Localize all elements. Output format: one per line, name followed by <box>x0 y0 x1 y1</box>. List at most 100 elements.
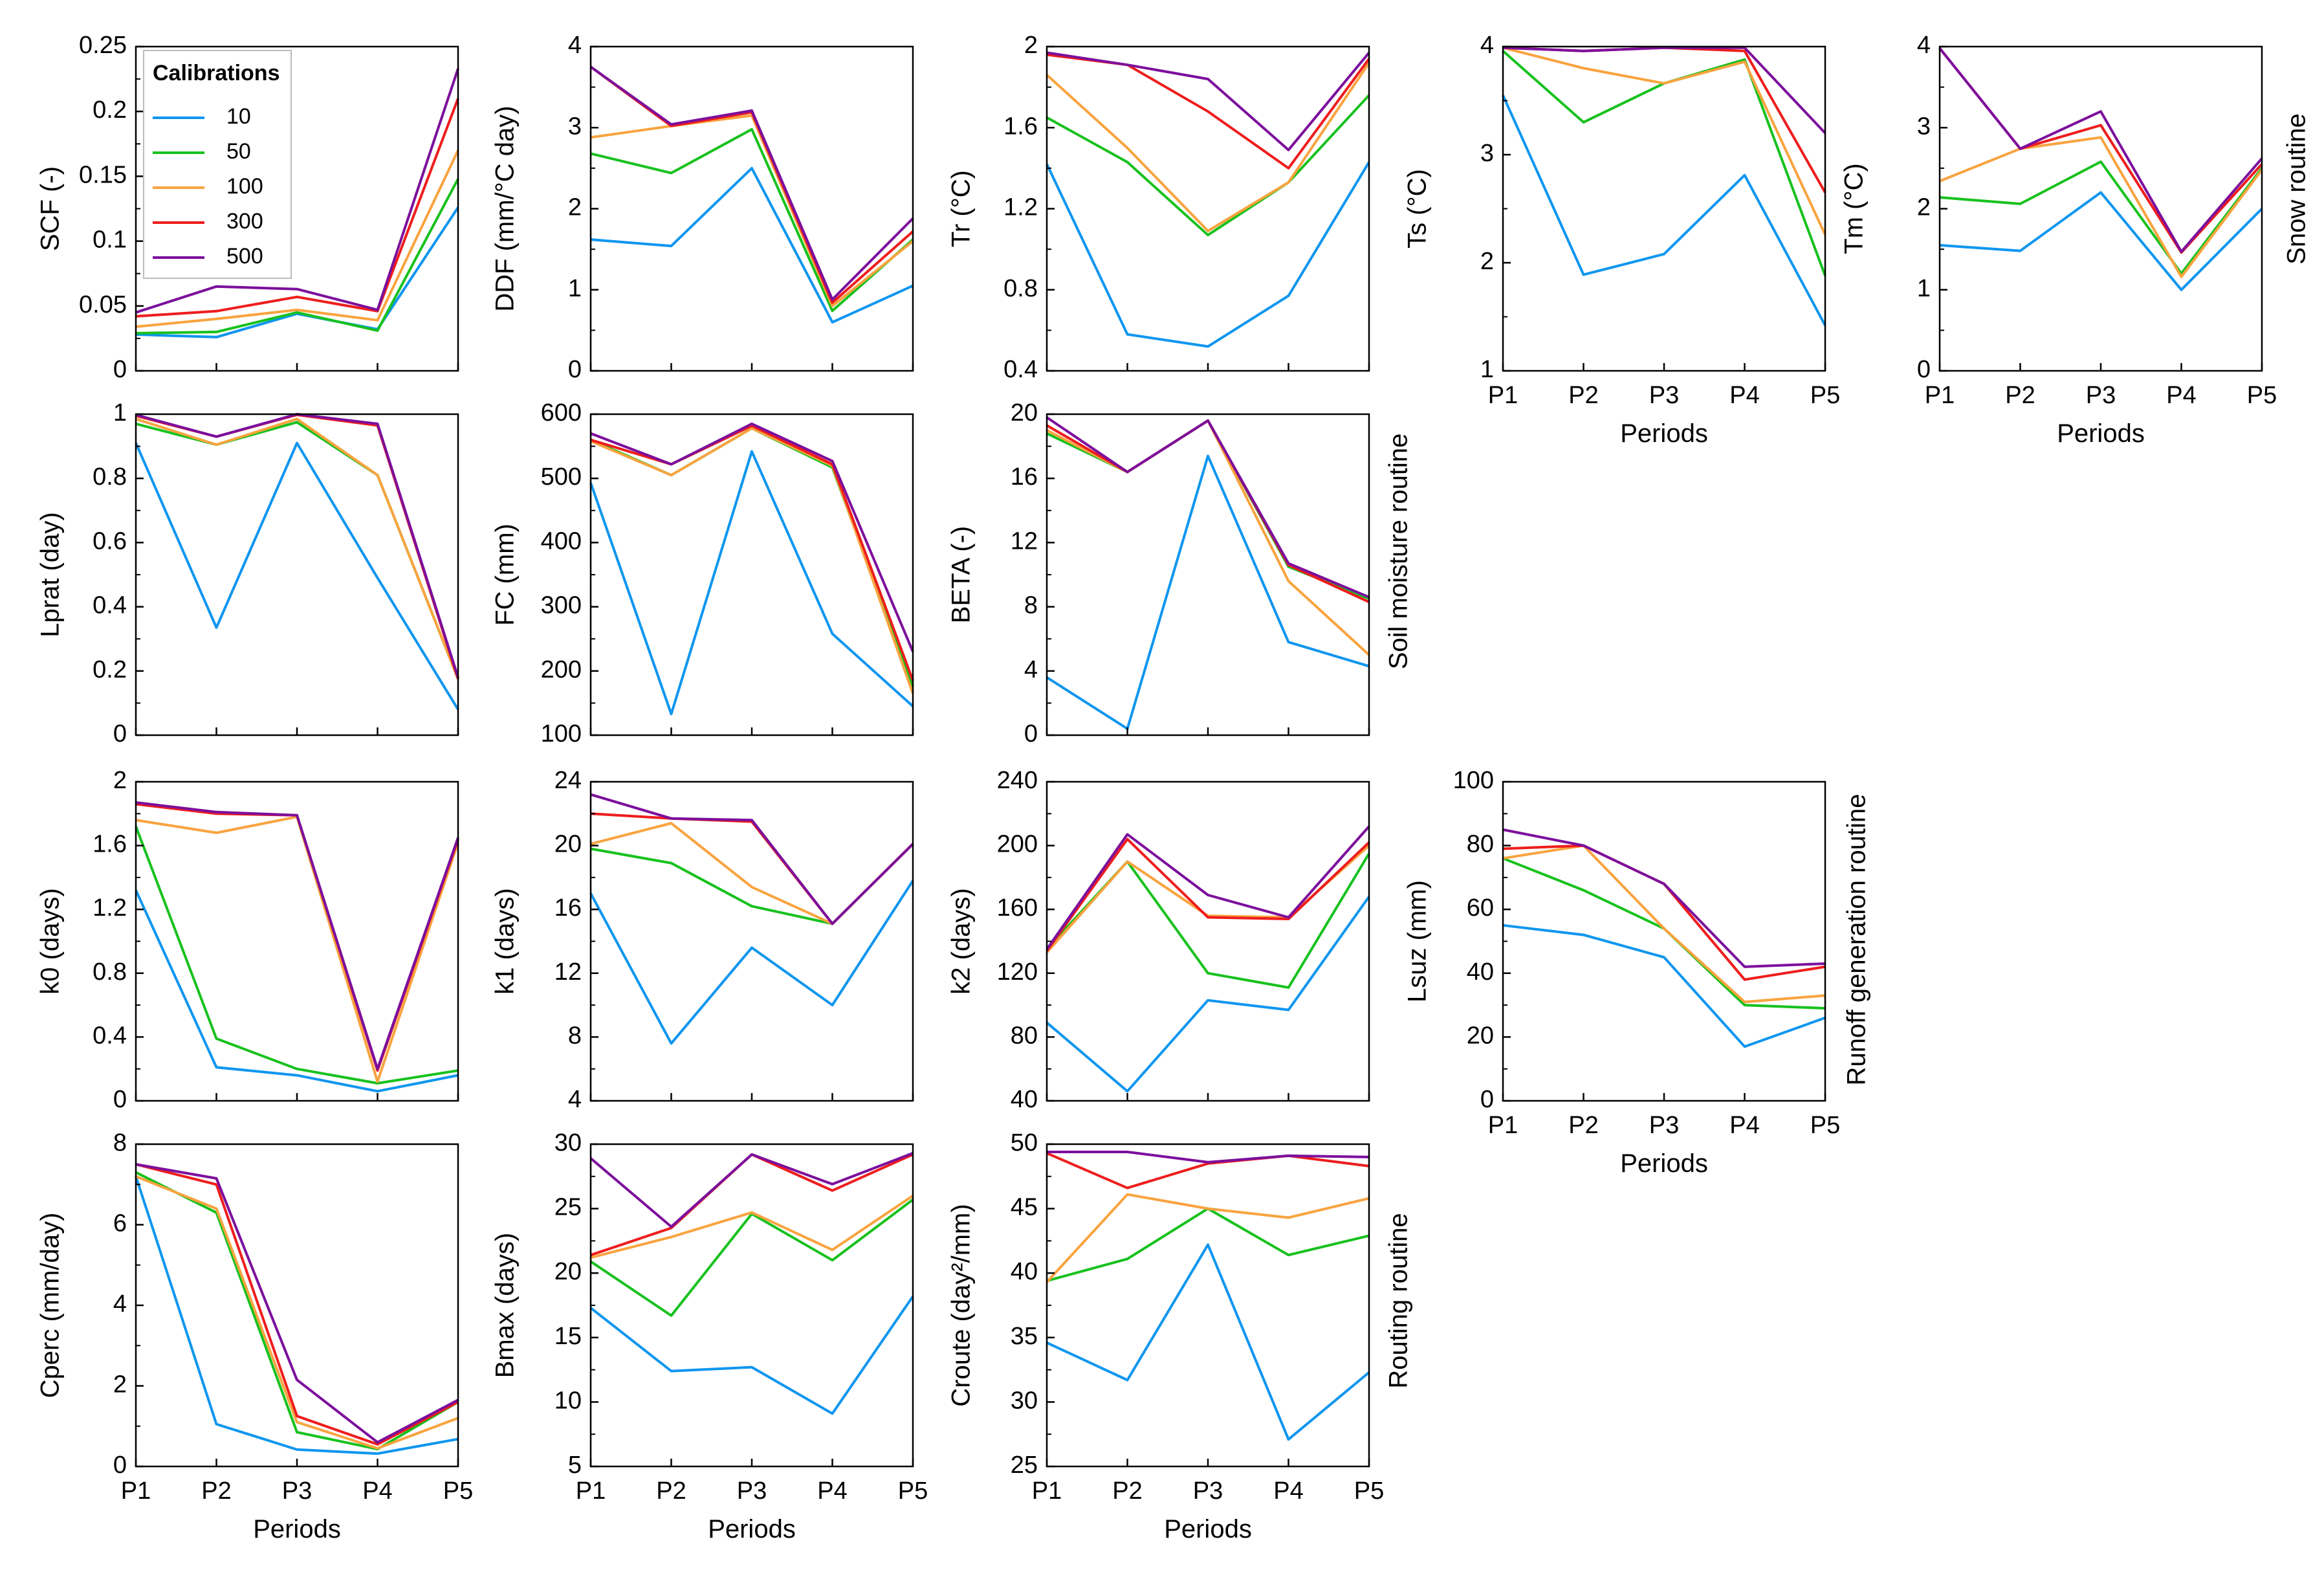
croute-series-100 <box>1046 1193 1370 1283</box>
ddf-series-100 <box>590 114 914 307</box>
routine-label-snow: Snow routine <box>2283 113 2311 264</box>
bmax-ytick-label: 5 <box>568 1452 582 1479</box>
cperc-xlabel: Periods <box>253 1515 341 1543</box>
panel-lsuz: 0 20 40 60 80 100 P1 P2 P3 P4 P5 Periods Lsuz (mm) <box>1403 767 1841 1178</box>
ddf-ytick-label: 0 <box>568 356 582 383</box>
cperc-ytick-label: 2 <box>113 1371 127 1399</box>
croute-xtick-label: P4 <box>1273 1477 1303 1505</box>
tm-xlabel: Periods <box>2057 419 2145 448</box>
k0-series-300 <box>135 802 459 1072</box>
lsuz-series-100 <box>1502 844 1826 1004</box>
scf-ylabel: SCF (-) <box>36 166 65 251</box>
fc-series-500 <box>590 422 914 652</box>
legend-label-500: 500 <box>226 244 263 269</box>
panel-bmax: 5 10 15 20 25 30 P1 P2 P3 P4 P5 Periods Bmax (days) <box>491 1129 928 1543</box>
beta-frame <box>1046 413 1370 736</box>
ts-xtick-label: P3 <box>1649 382 1679 409</box>
ts-ytick-label: 2 <box>1480 248 1494 275</box>
panel-k0: 0 0.4 0.8 1.2 1.6 2 k0 (days) <box>36 767 459 1113</box>
bmax-xtick-label: P1 <box>576 1477 606 1505</box>
ts-xtick-label: P5 <box>1810 382 1840 409</box>
cperc-ylabel: Cperc (mm/day) <box>36 1213 65 1399</box>
fc-ytick-label: 300 <box>541 592 582 619</box>
lprat-series-10 <box>135 441 459 711</box>
beta-ytick-label: 4 <box>1024 656 1038 683</box>
lprat-ytick-label: 0 <box>113 720 127 747</box>
fc-ytick-label: 400 <box>541 527 582 555</box>
fc-ylabel: FC (mm) <box>491 524 520 626</box>
tr-series-10 <box>1046 161 1370 348</box>
croute-ytick-label: 45 <box>1011 1194 1038 1221</box>
panel-fc: 100 200 300 400 500 600 FC (mm) <box>491 399 914 747</box>
k2-ytick-label: 200 <box>997 831 1038 858</box>
scf-series-500 <box>135 68 459 314</box>
ts-ylabel: Ts (°C) <box>1403 169 1432 249</box>
cperc-xtick-label: P3 <box>282 1477 312 1505</box>
beta-ylabel: BETA (-) <box>947 526 976 623</box>
legend-box <box>143 50 292 279</box>
cperc-xtick-label: P4 <box>362 1477 392 1505</box>
panel-ddf: 0 1 2 3 4 DDF (mm/°C day) <box>491 32 914 383</box>
beta-ytick-label: 12 <box>1011 527 1038 555</box>
beta-series-50 <box>1046 419 1370 601</box>
tr-ytick-label: 1.6 <box>1003 113 1038 140</box>
bmax-series-500 <box>589 1152 914 1228</box>
beta-series-10 <box>1046 454 1370 731</box>
tm-ytick-label: 1 <box>1917 275 1931 302</box>
fc-series-10 <box>589 450 914 716</box>
cperc-ytick-label: 0 <box>113 1452 127 1479</box>
lprat-series-300 <box>135 414 459 680</box>
k1-ytick-label: 4 <box>568 1086 582 1113</box>
lsuz-xtick-label: P1 <box>1488 1112 1518 1139</box>
croute-ytick-label: 30 <box>1011 1387 1038 1414</box>
cperc-xtick-label: P1 <box>121 1477 151 1505</box>
k0-series-500 <box>135 801 459 1070</box>
cperc-series-10 <box>135 1176 459 1455</box>
k1-ytick-label: 12 <box>554 958 582 986</box>
lsuz-ytick-label: 100 <box>1453 767 1494 794</box>
lsuz-ytick-label: 0 <box>1480 1086 1494 1113</box>
k0-ylabel: k0 (days) <box>36 888 65 995</box>
bmax-xlabel: Periods <box>708 1515 796 1543</box>
tm-xtick-label: P3 <box>2086 382 2116 409</box>
panel-tm: 0 1 2 3 4 P1 P2 P3 P4 P5 Periods Tm (°C) <box>1840 32 2277 448</box>
tm-ytick-label: 3 <box>1917 113 1931 140</box>
bmax-series-100 <box>590 1195 914 1259</box>
beta-ytick-label: 20 <box>1011 399 1038 426</box>
croute-frame <box>1046 1143 1370 1468</box>
bmax-series-50 <box>589 1199 914 1317</box>
lsuz-ytick-label: 60 <box>1467 894 1494 922</box>
tr-series-100 <box>1046 61 1370 232</box>
croute-xtick-label: P1 <box>1032 1477 1062 1505</box>
lsuz-ylabel: Lsuz (mm) <box>1403 880 1432 1002</box>
ts-ytick-label: 1 <box>1480 356 1494 383</box>
k2-ytick-label: 120 <box>997 958 1038 986</box>
lprat-frame <box>135 413 459 736</box>
ts-ytick-label: 4 <box>1480 32 1494 59</box>
beta-series-500 <box>1046 416 1370 599</box>
lprat-ytick-label: 0.4 <box>93 592 127 619</box>
bmax-xtick-label: P4 <box>817 1477 847 1505</box>
k2-ytick-label: 40 <box>1011 1086 1038 1113</box>
fc-series-100 <box>590 426 914 694</box>
cperc-ytick-label: 6 <box>113 1210 127 1237</box>
k0-frame <box>135 780 459 1102</box>
lprat-ylabel: Lprat (day) <box>36 512 65 637</box>
tr-ytick-label: 0.8 <box>1003 275 1038 302</box>
k2-series-500 <box>1046 825 1370 950</box>
k2-ytick-label: 160 <box>997 894 1038 922</box>
lsuz-frame <box>1502 780 1826 1102</box>
k1-frame <box>589 780 914 1102</box>
bmax-ytick-label: 10 <box>554 1387 582 1414</box>
beta-ytick-label: 8 <box>1024 592 1038 619</box>
k1-series-100 <box>590 822 914 925</box>
scf-series-100 <box>135 149 459 328</box>
lprat-ytick-label: 0.2 <box>93 656 127 683</box>
routine-label-routing: Routing routine <box>1385 1213 1413 1388</box>
lprat-series-100 <box>135 417 459 680</box>
ddf-series-50 <box>590 127 914 313</box>
panel-k2: 40 80 120 160 200 240 k2 (days) <box>947 767 1370 1113</box>
lsuz-series-10 <box>1502 923 1826 1048</box>
fc-ytick-label: 500 <box>541 463 582 491</box>
